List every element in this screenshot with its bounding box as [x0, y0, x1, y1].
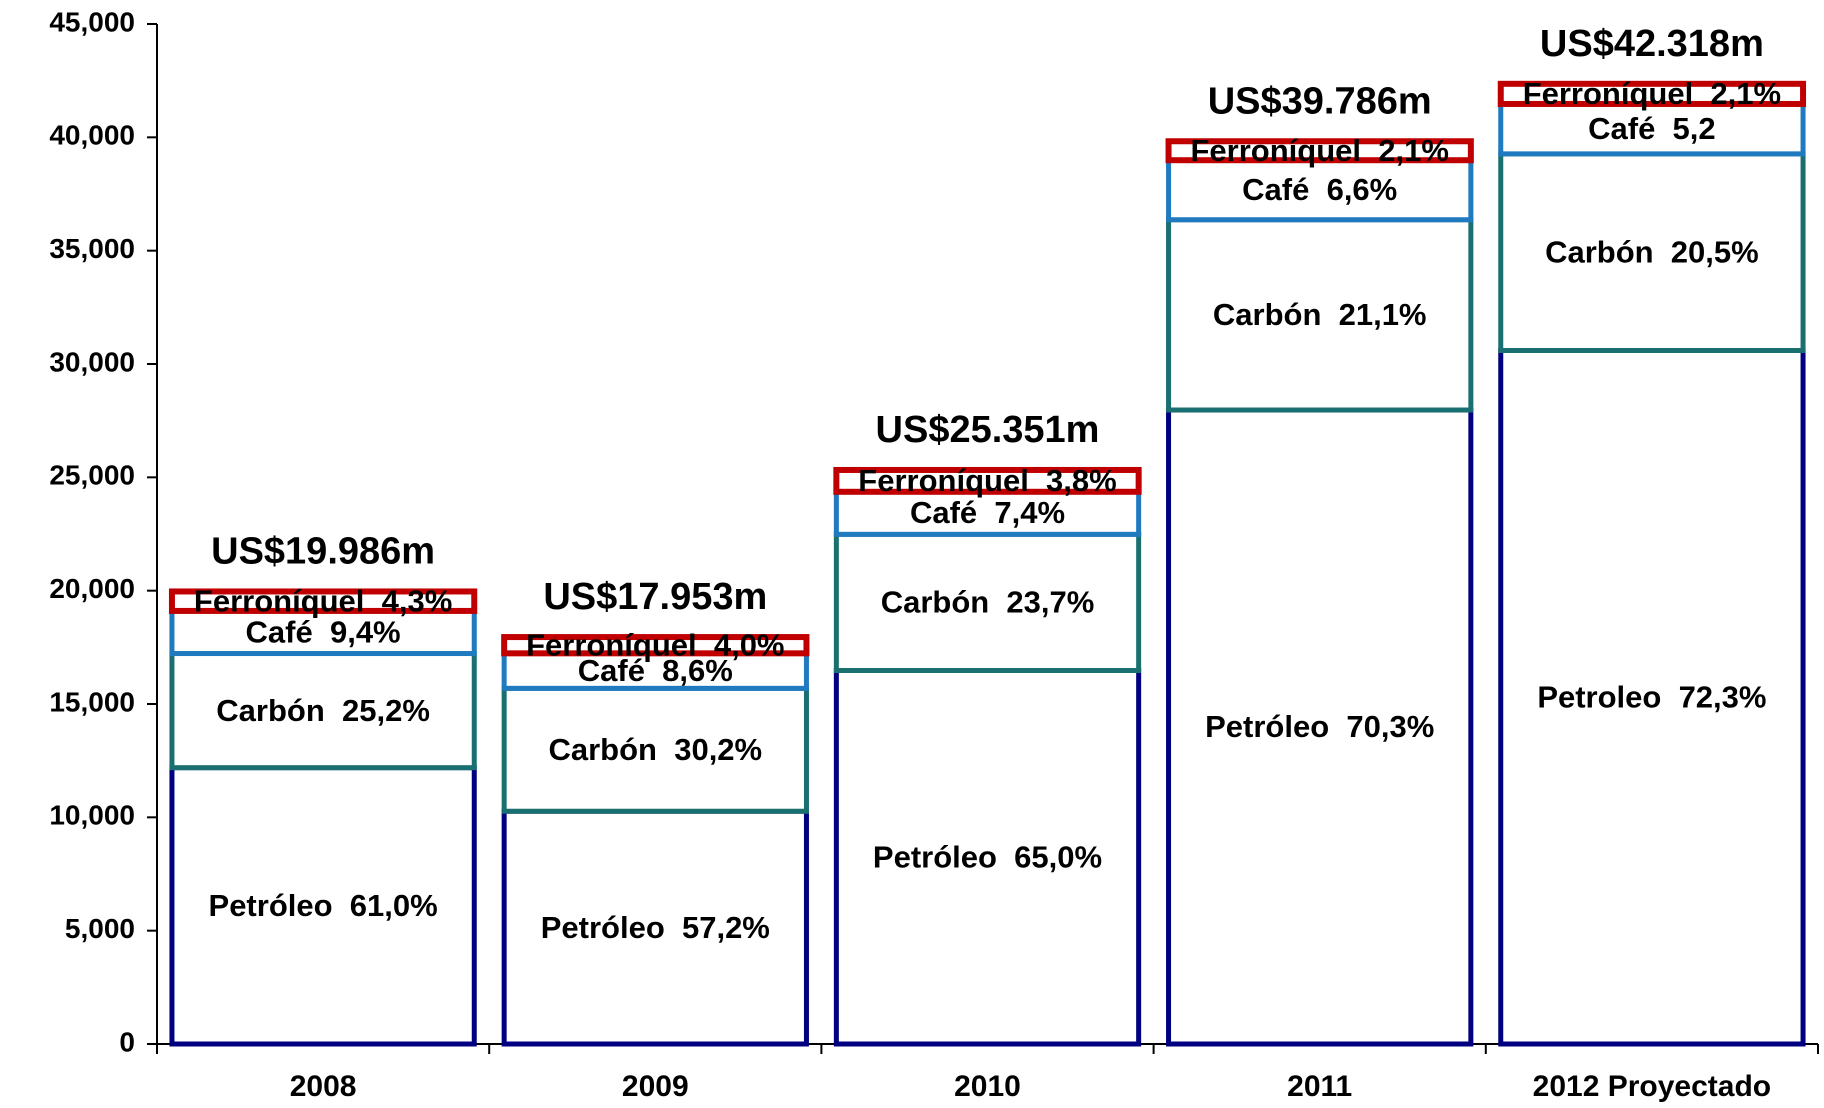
bar-segment [1166, 217, 1474, 413]
bar-segment [501, 634, 810, 657]
segment-label: Ferroníquel 4,0% [526, 627, 784, 662]
segment-label: Carbón 21,1% [1213, 297, 1427, 332]
segment-label: Carbón 30,2% [548, 732, 762, 767]
bar-segment [1166, 407, 1474, 1047]
segment-label: Ferroníquel 2,1% [1190, 133, 1448, 168]
bar-segment [1166, 157, 1474, 223]
segment-label: Café 8,6% [578, 653, 733, 688]
total-label: US$17.953m [543, 576, 767, 618]
segment-label: Carbón 25,2% [216, 693, 430, 728]
segment-label: Café 9,4% [246, 614, 401, 649]
x-tick-label: 2009 [622, 1070, 689, 1103]
bar-segment [501, 685, 809, 814]
total-label: US$42.318m [1540, 23, 1764, 65]
segment-label: Petroleo 72,3% [1537, 679, 1766, 714]
y-tick-label: 10,000 [49, 800, 135, 831]
bar-segment [168, 588, 478, 614]
x-tick-label: 2011 [1287, 1070, 1352, 1103]
y-tick-label: 20,000 [49, 573, 135, 604]
y-tick-label: 5,000 [65, 913, 135, 944]
bar-segment [1497, 80, 1807, 107]
y-tick-label: 25,000 [49, 460, 135, 491]
y-tick-label: 45,000 [49, 6, 135, 37]
bar-segment [1498, 347, 1806, 1047]
x-tick-label: 2010 [954, 1070, 1021, 1103]
bar-segment [1165, 138, 1474, 164]
segment-label: Petróleo 65,0% [873, 839, 1102, 874]
x-tick-label: 2012 Proyectado [1533, 1070, 1771, 1103]
y-tick-label: 35,000 [49, 233, 135, 264]
bar-segment [833, 466, 1142, 495]
segment-label: Petróleo 70,3% [1205, 709, 1434, 744]
bar-segment [1498, 151, 1806, 353]
segment-label: Ferroníquel 2,1% [1523, 76, 1781, 111]
segment-label: Petróleo 57,2% [541, 910, 770, 945]
segment-label: Petróleo 61,0% [209, 888, 438, 923]
segment-label: Ferroníquel 4,3% [194, 583, 452, 618]
total-label: US$39.786m [1208, 80, 1432, 122]
y-tick-label: 15,000 [49, 686, 135, 717]
y-tick-label: 30,000 [49, 346, 135, 377]
segment-label: Café 7,4% [910, 495, 1065, 530]
segment-label: Ferroníquel 3,8% [858, 463, 1116, 498]
y-tick-label: 0 [119, 1026, 135, 1057]
total-label: US$19.986m [211, 530, 435, 572]
segment-label: Café 6,6% [1242, 172, 1397, 207]
bar-segment [833, 667, 1142, 1047]
segment-label: Café 5,2 [1588, 111, 1716, 146]
bar-segment [501, 650, 809, 691]
total-label: US$25.351m [876, 409, 1100, 451]
segment-label: Carbón 23,7% [881, 585, 1095, 620]
segment-label: Carbón 20,5% [1545, 234, 1759, 269]
y-tick-label: 40,000 [49, 120, 135, 151]
x-tick-label: 2008 [290, 1070, 357, 1103]
